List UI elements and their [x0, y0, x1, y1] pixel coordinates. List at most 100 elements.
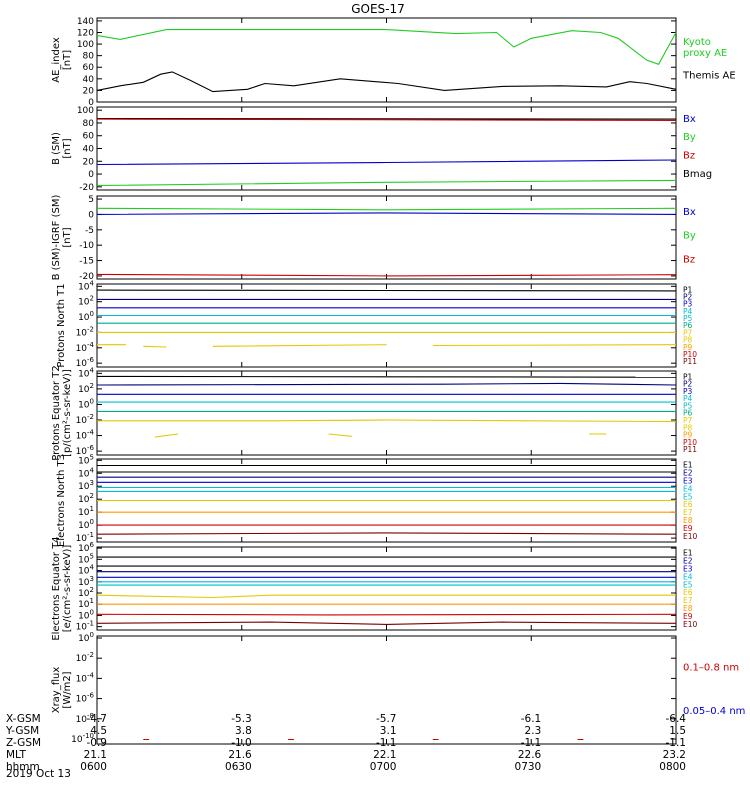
series-line — [96, 29, 677, 65]
legend-entry: 0.05–0.4 nm — [683, 706, 745, 717]
legend-entry: Kyoto proxy AE — [683, 37, 727, 59]
y-tick-label: 120 — [77, 28, 94, 38]
footer-value: 0700 — [370, 761, 397, 773]
panel-frame — [96, 17, 677, 103]
legend-entry: E4 — [683, 484, 693, 493]
y-tick-label: 40 — [83, 145, 95, 155]
legend-entry: By — [683, 231, 696, 242]
y-tick-label: 0 — [88, 98, 94, 108]
y-tick-label: 20 — [83, 157, 95, 167]
legend-entry: E1 — [683, 461, 693, 470]
y-tick-label: 104 — [78, 466, 94, 479]
y-tick-label: 105 — [78, 453, 94, 466]
y-tick-label: -5 — [85, 226, 94, 236]
series-line — [96, 212, 677, 215]
y-tick-label: 140 — [77, 17, 94, 27]
y-tick-label: 10-1 — [76, 620, 94, 633]
legend-entry: 0.1–0.8 nm — [683, 663, 739, 674]
legend-entry: P8 — [683, 423, 693, 432]
footer-value: -4.7 — [87, 713, 108, 725]
y-tick-label: 100 — [77, 40, 94, 50]
y-tick-label: 60 — [83, 63, 95, 73]
y-tick-label: 10-4 — [76, 429, 95, 442]
legend-entry: P4 — [683, 394, 693, 403]
y-tick-label: 0 — [88, 210, 94, 220]
y-tick-label: 10-1 — [76, 531, 94, 544]
footer-value: 23.2 — [663, 749, 686, 761]
legend-entry: Bx — [683, 207, 696, 218]
panel-frame — [96, 283, 677, 368]
y-tick-label: 100 — [78, 310, 94, 323]
legend-entry: Bz — [683, 254, 695, 265]
y-axis-label: Electrons Equator T4[e/(cm²-s-sr-keV)] — [51, 536, 73, 640]
y-tick-label: 80 — [83, 52, 95, 62]
legend-entry: Bmag — [683, 169, 712, 180]
y-tick-label: 20 — [83, 86, 95, 96]
footer-row-label: X-GSM — [6, 713, 41, 725]
legend-entry: E4 — [683, 572, 693, 581]
legend-entry: P11 — [683, 357, 697, 366]
panel-5: 10-6 10-4 10-2 100 102 104 Protons Equator T2[… — [51, 365, 697, 461]
legend-entry: P7 — [683, 328, 693, 337]
legend-entry: By — [683, 132, 696, 143]
legend-entry: P5 — [683, 401, 693, 410]
series-line — [96, 118, 677, 121]
y-tick-label: 102 — [78, 492, 94, 505]
y-tick-label: 10-4 — [76, 671, 95, 684]
y-tick-label: 104 — [78, 279, 94, 292]
y-tick-label: 102 — [78, 382, 94, 395]
y-tick-label: -20 — [79, 183, 94, 193]
footer-value: 4.5 — [90, 725, 107, 737]
legend-entry: E6 — [683, 500, 693, 509]
legend-entry: P9 — [683, 343, 693, 352]
y-axis-label: Protons Equator T2[p/(cm²-s-sr-keV)] — [51, 365, 73, 461]
y-tick-label: 101 — [78, 505, 94, 518]
series-line — [96, 613, 677, 616]
footer-value: 1.5 — [669, 725, 686, 737]
series-line — [97, 344, 677, 348]
legend-entry: E10 — [683, 532, 698, 541]
legend-entry: E6 — [683, 588, 693, 597]
y-tick-label: 104 — [78, 564, 94, 577]
footer-row-label: hhmm — [6, 761, 40, 773]
series-line — [97, 419, 677, 423]
panel-8: 10-10 10-8 10-6 10-4 10-2 100 Xray_flux[W/m2] 0… — [51, 631, 745, 745]
legend-entry: E9 — [683, 612, 693, 621]
y-tick-label: 10-6 — [76, 444, 95, 457]
y-tick-label: 10-6 — [76, 692, 95, 705]
legend-entry: P1 — [683, 372, 693, 381]
panel-3: -20 -15 -10 -5 0 5 B (SM)-IGRF (SM)[nT] Bx By Bz — [51, 195, 696, 282]
y-tick-label: 103 — [78, 575, 94, 588]
y-tick-label: -10 — [79, 241, 94, 251]
y-tick-label: 5 — [88, 195, 94, 205]
y-axis-label: Electrons North T3 — [56, 454, 67, 547]
legend-entry: E3 — [683, 565, 693, 574]
legend-entry: E8 — [683, 516, 693, 525]
footer-value: 0730 — [515, 761, 542, 773]
legend-entry: P7 — [683, 416, 693, 425]
footer-value: 0800 — [659, 761, 686, 773]
y-tick-label: 80 — [83, 119, 95, 129]
footer-value: -5.3 — [231, 713, 252, 725]
legend-entry: Bx — [683, 114, 696, 125]
footer-value: 3.1 — [380, 725, 397, 737]
series-line — [96, 207, 677, 211]
legend-entry: E7 — [683, 596, 693, 605]
y-tick-label: 100 — [77, 106, 94, 116]
legend-entry: Bz — [683, 151, 695, 162]
footer-value: -5.7 — [376, 713, 397, 725]
series-line — [96, 179, 677, 187]
footer-value: 2.3 — [525, 725, 542, 737]
y-axis-label: Xray_flux[W/m2] — [51, 667, 73, 714]
date-label: 2019 Oct 13 — [6, 768, 71, 780]
y-tick-label: 60 — [83, 132, 95, 142]
legend-entry: P10 — [683, 438, 697, 447]
y-tick-label: 106 — [78, 541, 94, 554]
panel-frame — [96, 546, 677, 631]
footer-value: 22.1 — [373, 749, 396, 761]
series-line — [96, 71, 677, 93]
legend-entry: P3 — [683, 300, 693, 309]
legend-entry: E8 — [683, 604, 693, 613]
footer-row-label: Y-GSM — [5, 725, 39, 737]
